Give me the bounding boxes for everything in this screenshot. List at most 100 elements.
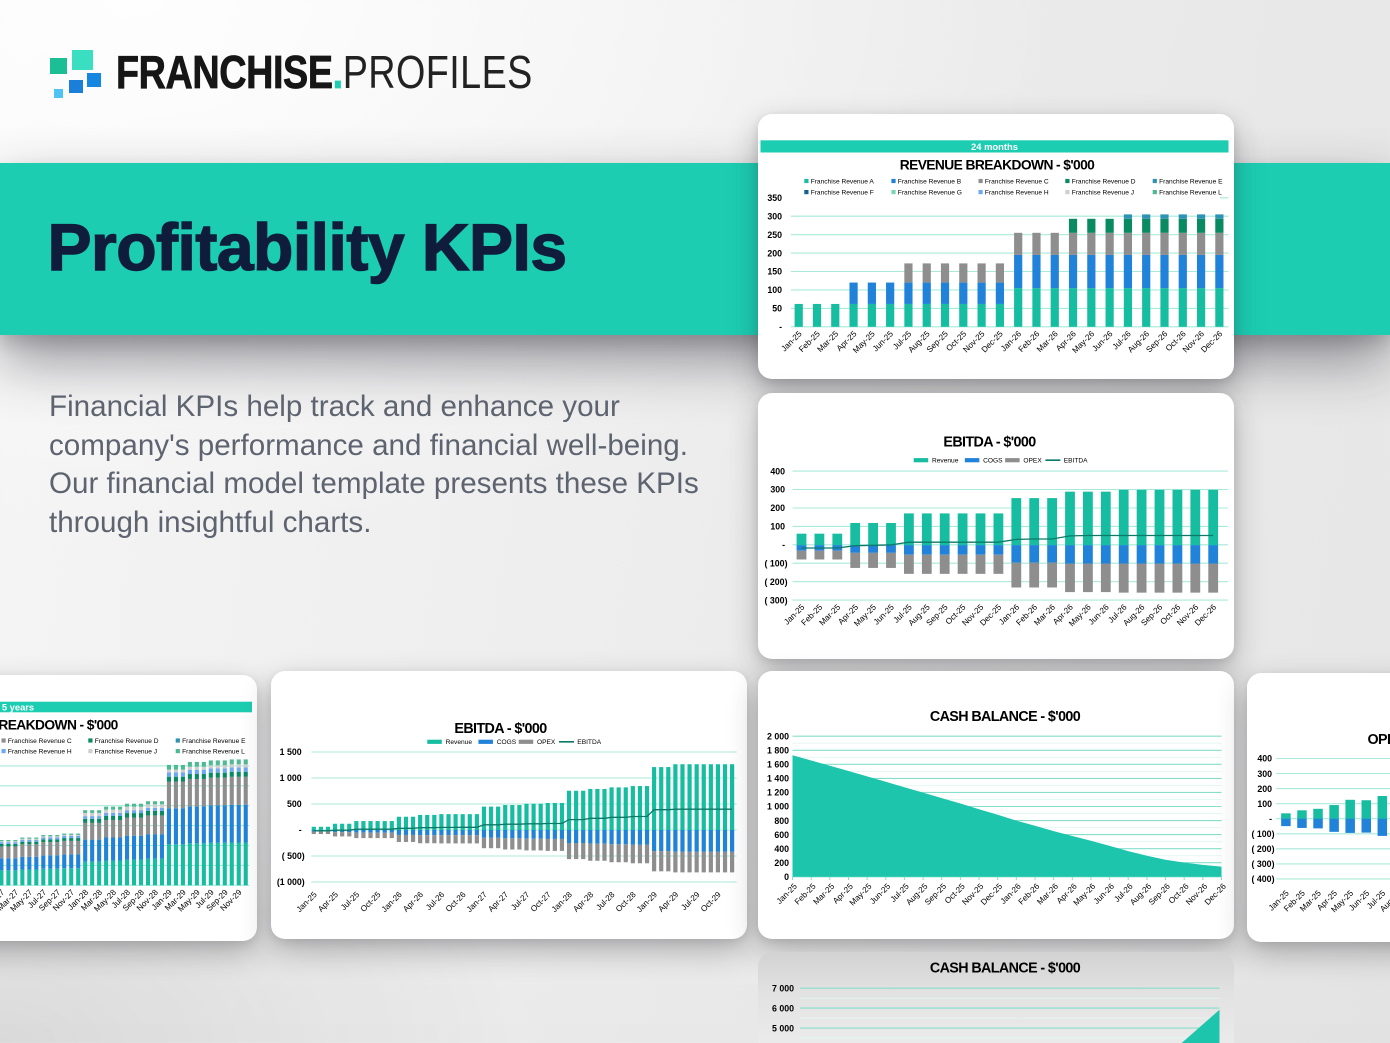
svg-text:Jun-25: Jun-25 <box>868 882 892 906</box>
svg-text:600: 600 <box>774 830 789 840</box>
svg-text:1 000: 1 000 <box>766 802 788 812</box>
svg-text:400: 400 <box>1257 753 1272 763</box>
svg-text:200: 200 <box>774 858 789 868</box>
svg-text:Franchise Revenue G: Franchise Revenue G <box>897 189 961 196</box>
svg-text:Sep-25: Sep-25 <box>923 882 948 907</box>
svg-text:COGS: COGS <box>983 457 1003 464</box>
svg-text:Franchise Revenue E: Franchise Revenue E <box>182 738 246 745</box>
svg-text:Mar-26: Mar-26 <box>1035 882 1060 907</box>
svg-text:( 200): ( 200) <box>1252 844 1275 854</box>
svg-text:-: - <box>782 540 785 550</box>
svg-text:200: 200 <box>770 503 785 513</box>
svg-text:Jun-26: Jun-26 <box>1091 882 1115 906</box>
svg-text:OPERATING EXPENSES - $'000: OPERATING EXPENSES - $'000 <box>1368 732 1390 748</box>
svg-text:Sep-26: Sep-26 <box>1146 882 1171 907</box>
svg-text:200: 200 <box>1257 783 1272 793</box>
svg-text:2 000: 2 000 <box>766 731 788 741</box>
svg-text:Mar-25: Mar-25 <box>815 329 840 354</box>
svg-text:COGS: COGS <box>496 739 516 746</box>
svg-text:100: 100 <box>770 521 785 531</box>
svg-text:Oct-29: Oct-29 <box>699 890 723 914</box>
svg-text:Jun-25: Jun-25 <box>870 329 894 353</box>
svg-text:Jul-26: Jul-26 <box>424 890 446 912</box>
svg-text:OPEX: OPEX <box>537 739 556 746</box>
svg-text:-: - <box>298 825 301 835</box>
svg-text:( 200): ( 200) <box>764 576 787 586</box>
svg-text:Jan-28: Jan-28 <box>549 890 573 914</box>
svg-text:6 000: 6 000 <box>771 1003 793 1013</box>
svg-text:1 000: 1 000 <box>279 773 301 783</box>
svg-text:Oct-25: Oct-25 <box>358 890 382 914</box>
svg-text:( 100): ( 100) <box>1252 828 1275 838</box>
svg-text:-: - <box>1269 813 1272 823</box>
svg-text:Jan-27: Jan-27 <box>464 890 488 914</box>
svg-text:Franchise Revenue H: Franchise Revenue H <box>984 189 1048 196</box>
svg-text:(1 000): (1 000) <box>276 877 304 887</box>
svg-text:-: - <box>779 322 782 332</box>
svg-text:50: 50 <box>772 303 782 313</box>
svg-text:400: 400 <box>774 844 789 854</box>
svg-text:400: 400 <box>770 466 785 476</box>
svg-text:REVENUE BREAKDOWN - $'000: REVENUE BREAKDOWN - $'000 <box>899 157 1094 172</box>
svg-text:Revenue: Revenue <box>932 457 959 464</box>
svg-text:Jul-27: Jul-27 <box>509 890 531 912</box>
svg-text:Franchise Revenue J: Franchise Revenue J <box>1071 189 1133 196</box>
svg-text:Apr-25: Apr-25 <box>316 890 340 914</box>
svg-text:Jun-26: Jun-26 <box>1090 329 1114 353</box>
svg-text:1 400: 1 400 <box>766 774 788 784</box>
svg-text:Franchise Revenue C: Franchise Revenue C <box>984 178 1048 185</box>
svg-text:Revenue: Revenue <box>445 739 472 746</box>
svg-text:Jul-25: Jul-25 <box>339 890 361 912</box>
svg-text:Apr-26: Apr-26 <box>401 890 425 914</box>
svg-text:Jan-26: Jan-26 <box>379 890 403 914</box>
svg-text:( 100): ( 100) <box>764 558 787 568</box>
svg-text:5 000: 5 000 <box>771 1023 793 1033</box>
svg-text:EBITDA: EBITDA <box>577 739 601 746</box>
svg-text:Franchise Revenue C: Franchise Revenue C <box>7 738 71 745</box>
svg-text:Franchise Revenue B: Franchise Revenue B <box>897 178 961 185</box>
svg-text:Apr-29: Apr-29 <box>656 890 680 914</box>
svg-text:1 800: 1 800 <box>766 746 788 756</box>
svg-text:Franchise Revenue D: Franchise Revenue D <box>1071 178 1135 185</box>
svg-text:Jan-25: Jan-25 <box>294 890 318 914</box>
svg-text:100: 100 <box>767 285 782 295</box>
svg-text:150: 150 <box>767 266 782 276</box>
svg-text:Franchise Revenue L: Franchise Revenue L <box>182 748 245 755</box>
svg-text:0: 0 <box>784 872 789 882</box>
svg-text:Franchise Revenue H: Franchise Revenue H <box>7 748 71 755</box>
svg-text:24 months: 24 months <box>971 140 1018 151</box>
svg-text:Apr-28: Apr-28 <box>571 890 595 914</box>
svg-text:Franchise Revenue D: Franchise Revenue D <box>94 738 158 745</box>
svg-text:( 300): ( 300) <box>1252 859 1275 869</box>
svg-text:Franchise Revenue L: Franchise Revenue L <box>1159 189 1222 196</box>
svg-text:800: 800 <box>774 816 789 826</box>
svg-text:Mar-25: Mar-25 <box>811 882 836 907</box>
svg-text:Mar-26: Mar-26 <box>1035 329 1060 354</box>
svg-text:( 400): ( 400) <box>1252 874 1275 884</box>
svg-text:100: 100 <box>1257 798 1272 808</box>
svg-text:EBITDA - $'000: EBITDA - $'000 <box>943 434 1036 450</box>
svg-text:7 000: 7 000 <box>771 983 793 993</box>
svg-text:Jun-26: Jun-26 <box>1086 602 1110 626</box>
svg-text:Oct-28: Oct-28 <box>614 890 638 914</box>
svg-text:Jul-28: Jul-28 <box>594 890 616 912</box>
svg-text:Franchise Revenue F: Franchise Revenue F <box>810 189 873 196</box>
svg-text:Jan-29: Jan-29 <box>634 890 658 914</box>
svg-text:300: 300 <box>1257 768 1272 778</box>
svg-text:300: 300 <box>767 211 782 221</box>
svg-text:1 200: 1 200 <box>766 788 788 798</box>
svg-text:Dec-26: Dec-26 <box>1202 882 1227 907</box>
svg-text:1 600: 1 600 <box>766 760 788 770</box>
svg-text:Jul-29: Jul-29 <box>679 890 701 912</box>
svg-text:EBITDA: EBITDA <box>1063 457 1087 464</box>
svg-text:Franchise Revenue A: Franchise Revenue A <box>810 178 874 185</box>
svg-text:CASH BALANCE - $'000: CASH BALANCE - $'000 <box>929 709 1080 725</box>
svg-text:CASH BALANCE - $'000: CASH BALANCE - $'000 <box>929 960 1080 976</box>
svg-text:Jun-25: Jun-25 <box>871 602 895 626</box>
svg-text:Apr-27: Apr-27 <box>486 890 510 914</box>
svg-text:250: 250 <box>767 229 782 239</box>
svg-text:Franchise Revenue J: Franchise Revenue J <box>94 748 156 755</box>
svg-text:Aug-25: Aug-25 <box>1378 888 1390 913</box>
svg-text:350: 350 <box>767 193 782 203</box>
svg-text:1 500: 1 500 <box>279 747 301 757</box>
